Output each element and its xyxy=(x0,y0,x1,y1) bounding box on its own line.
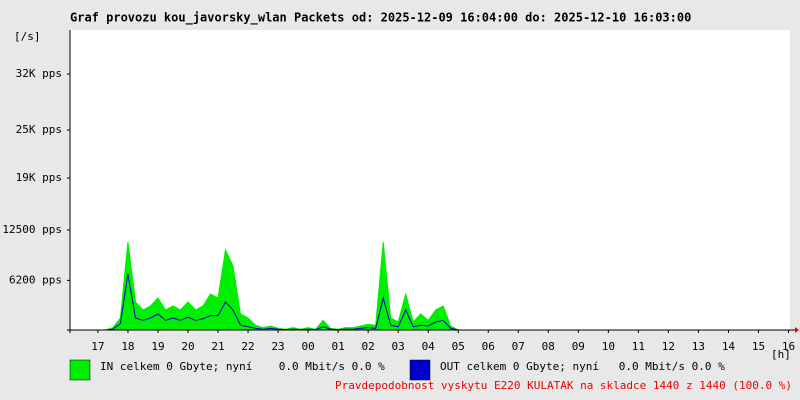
x-tick-label: 17 xyxy=(91,340,104,353)
x-axis-label: [h] xyxy=(771,348,791,361)
series-line xyxy=(97,241,459,331)
x-tick-label: 23 xyxy=(271,340,284,353)
x-tick-label: 18 xyxy=(121,340,134,353)
footer-note: Pravdepodobnost vyskytu E220 KULATAK na … xyxy=(335,379,792,392)
x-tick-label: 14 xyxy=(722,340,736,353)
area-fill xyxy=(97,242,459,330)
x-tick-label: 11 xyxy=(632,340,645,353)
y-tick-label: 19K pps xyxy=(16,171,62,184)
x-tick-label: 19 xyxy=(151,340,164,353)
x-tick-label: 10 xyxy=(602,340,615,353)
x-tick-label: 00 xyxy=(301,340,314,353)
legend-label: IN celkem 0 Gbyte; nyní 0.0 Mbit/s 0.0 % xyxy=(100,360,385,373)
legend-swatch xyxy=(69,359,91,381)
y-tick-label: 12500 pps xyxy=(2,223,62,236)
y-tick-label: 32K pps xyxy=(16,67,62,80)
y-axis-label: [/s] xyxy=(14,30,41,43)
x-tick-label: 12 xyxy=(662,340,675,353)
x-tick-label: 08 xyxy=(542,340,555,353)
x-tick-label: 01 xyxy=(331,340,344,353)
x-tick-label: 05 xyxy=(452,340,465,353)
series-line xyxy=(97,273,459,331)
x-tick-label: 03 xyxy=(392,340,405,353)
x-tick-label: 09 xyxy=(572,340,585,353)
y-tick-label: 6200 pps xyxy=(9,273,62,286)
x-tick-label: 20 xyxy=(181,340,194,353)
x-tick-label: 22 xyxy=(241,340,254,353)
x-tick-label: 16 xyxy=(782,340,795,353)
y-tick-label: 25K pps xyxy=(16,123,62,136)
x-tick-label: 04 xyxy=(422,340,436,353)
legend-swatch xyxy=(409,359,431,381)
x-tick-label: 15 xyxy=(752,340,765,353)
x-tick-label: 07 xyxy=(512,340,525,353)
x-tick-label: 13 xyxy=(692,340,705,353)
chart-title: Graf provozu kou_javorsky_wlan Packets o… xyxy=(70,11,691,26)
x-axis-arrow xyxy=(795,327,799,333)
x-tick-label: 06 xyxy=(482,340,495,353)
x-tick-label: 21 xyxy=(211,340,224,353)
plot-area xyxy=(70,30,790,330)
legend-label: OUT celkem 0 Gbyte; nyní 0.0 Mbit/s 0.0 … xyxy=(440,360,725,373)
x-tick-label: 02 xyxy=(362,340,375,353)
